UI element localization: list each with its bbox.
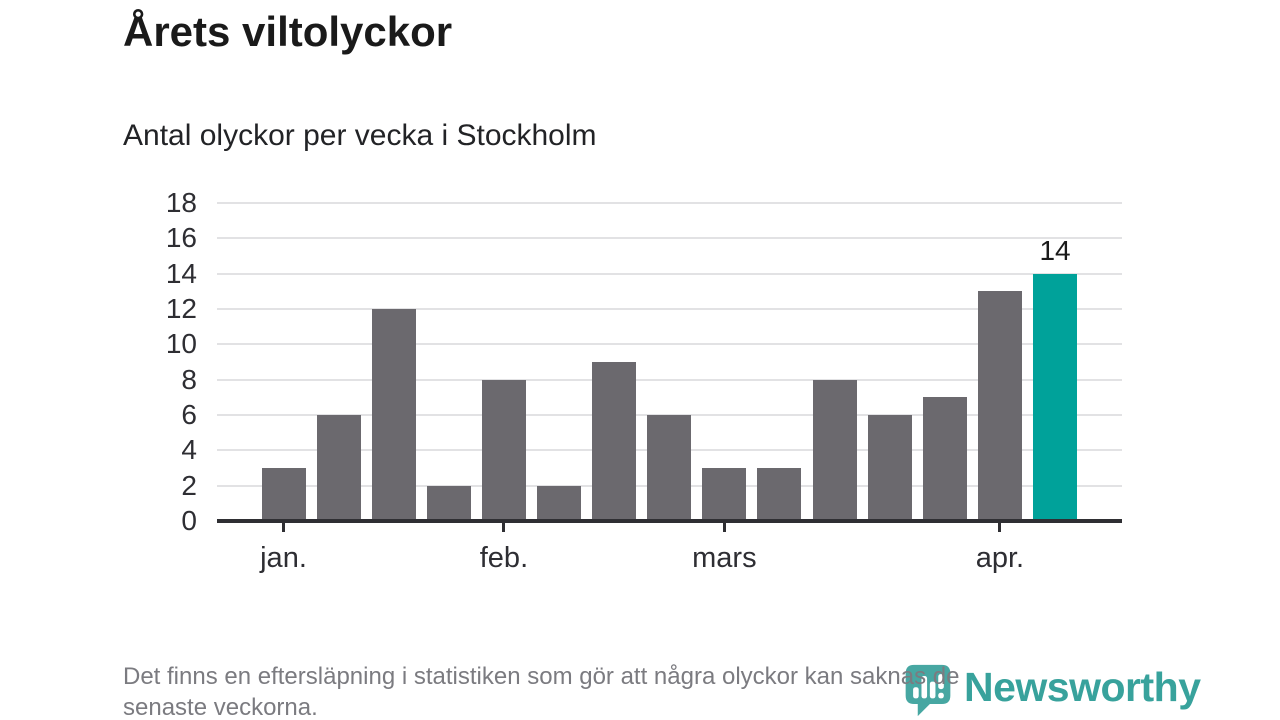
bar <box>537 485 582 521</box>
newsworthy-logo: Newsworthy <box>901 663 1201 717</box>
newsworthy-wordmark: Newsworthy <box>964 664 1201 710</box>
bar <box>592 362 637 521</box>
y-axis-tick-label: 18 <box>165 187 197 218</box>
bar <box>922 397 967 521</box>
bar <box>977 291 1022 521</box>
x-axis-tick <box>502 523 506 532</box>
gridline <box>217 308 1122 310</box>
chart-subtitle: Antal olyckor per vecka i Stockholm <box>123 119 597 152</box>
bar-highlighted <box>1033 273 1078 521</box>
gridline <box>217 343 1122 346</box>
y-axis-tick-label: 10 <box>165 328 197 360</box>
y-axis-tick-label: 2 <box>181 469 197 501</box>
footnote-line: Det finns en eftersläpning i statistiken… <box>123 663 960 690</box>
bar <box>647 415 692 521</box>
footnote-line: senaste veckorna. <box>123 694 318 720</box>
bar <box>867 415 912 521</box>
chart-title: Årets viltolyckor <box>123 8 453 55</box>
gridline <box>217 202 1122 204</box>
plot-area: 14 <box>217 202 1122 532</box>
bar <box>812 379 857 521</box>
x-axis-tick-label: mars <box>692 542 757 574</box>
x-axis-tick-label: apr. <box>975 542 1025 574</box>
bar <box>371 309 416 521</box>
bar <box>702 468 747 521</box>
bar-value-label: 14 <box>1039 234 1071 266</box>
y-axis-tick-label: 14 <box>165 257 197 289</box>
footnote: Det finns en eftersläpning i statistiken… <box>123 661 1183 720</box>
x-axis-tick <box>282 523 285 532</box>
y-axis-tick-label: 8 <box>181 363 197 395</box>
x-axis-tick-label: feb. <box>479 542 529 574</box>
bar <box>481 379 526 521</box>
y-axis-tick-label: 6 <box>181 399 197 430</box>
x-axis-tick-label: jan. <box>260 542 307 574</box>
x-axis-line <box>217 519 1122 523</box>
y-axis-tick-label: 0 <box>181 505 197 536</box>
x-axis-tick <box>722 523 726 532</box>
bar <box>426 485 471 521</box>
y-axis-tick-label: 12 <box>165 293 197 324</box>
bar <box>757 468 802 521</box>
y-axis-tick-label: 4 <box>181 434 197 466</box>
gridline <box>217 237 1122 240</box>
bar <box>261 468 306 521</box>
newsworthy-icon <box>905 664 951 717</box>
y-axis-tick-label: 16 <box>165 222 197 254</box>
bar <box>316 415 361 521</box>
gridline <box>217 272 1122 275</box>
x-axis-tick <box>998 523 1002 532</box>
gridline <box>217 378 1122 381</box>
